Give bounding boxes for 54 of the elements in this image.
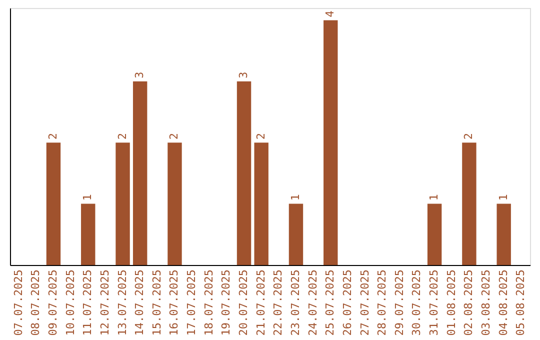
x-tick-label: 27.07.2025: [358, 270, 372, 336]
bar: [324, 20, 338, 265]
bar: [116, 142, 130, 265]
data-label: 2: [46, 132, 60, 140]
bar: [236, 81, 252, 265]
x-tick-label: 18.07.2025: [202, 270, 216, 336]
x-tick-label: 29.07.2025: [392, 270, 406, 336]
data-label: 1: [81, 194, 94, 201]
x-tick-label: 08.07.2025: [29, 270, 42, 336]
x-tick-label: 22.07.2025: [272, 270, 285, 336]
x-tick-label: 26.07.2025: [340, 270, 354, 336]
x-tick-label: 28.07.2025: [376, 270, 389, 336]
bar: [288, 204, 304, 265]
bar: [427, 204, 442, 265]
x-tick-label: 07.07.2025: [12, 270, 25, 336]
x-tick-label: 31.07.2025: [428, 270, 441, 336]
x-tick-label: 20.07.2025: [237, 270, 250, 336]
x-tick-label: 05.08.2025: [514, 270, 528, 336]
x-tick-label: 12.07.2025: [98, 270, 112, 336]
x-tick-label: 10.07.2025: [64, 270, 77, 336]
bar: [81, 204, 96, 265]
bar: [496, 204, 511, 265]
data-label: 2: [462, 132, 476, 140]
x-tick-label: 15.07.2025: [150, 270, 164, 336]
x-tick-label: 04.08.2025: [496, 270, 510, 336]
x-tick-label: 21.07.2025: [254, 270, 268, 336]
data-label: 2: [254, 132, 268, 140]
x-tick-label: 01.08.2025: [444, 270, 458, 336]
data-label: 1: [428, 194, 441, 201]
data-label: 1: [288, 194, 302, 201]
data-label: 3: [133, 72, 146, 78]
bar: [132, 81, 148, 265]
x-tick-label: 30.07.2025: [410, 270, 424, 336]
x-tick-label: 16.07.2025: [168, 270, 181, 336]
bar: [168, 142, 182, 265]
x-tick-label: 02.08.2025: [462, 270, 476, 336]
bar: [46, 142, 61, 265]
x-tick-label: 14.07.2025: [133, 270, 146, 336]
x-tick-label: 24.07.2025: [306, 270, 320, 336]
bar: [254, 142, 268, 265]
x-tick-label: 03.08.2025: [480, 270, 493, 336]
data-label: 3: [237, 72, 250, 78]
data-label: 2: [168, 132, 181, 140]
data-label: 1: [496, 194, 510, 201]
x-tick-label: 23.07.2025: [288, 270, 302, 336]
x-tick-label: 11.07.2025: [81, 270, 94, 336]
bar: [462, 142, 476, 265]
data-label: 4: [324, 10, 337, 18]
data-label: 2: [116, 132, 129, 140]
x-tick-label: 25.07.2025: [324, 270, 337, 336]
x-tick-label: 19.07.2025: [220, 270, 233, 336]
x-tick-label: 09.07.2025: [46, 270, 60, 336]
x-tick-label: 17.07.2025: [185, 270, 198, 336]
x-tick-label: 13.07.2025: [116, 270, 129, 336]
